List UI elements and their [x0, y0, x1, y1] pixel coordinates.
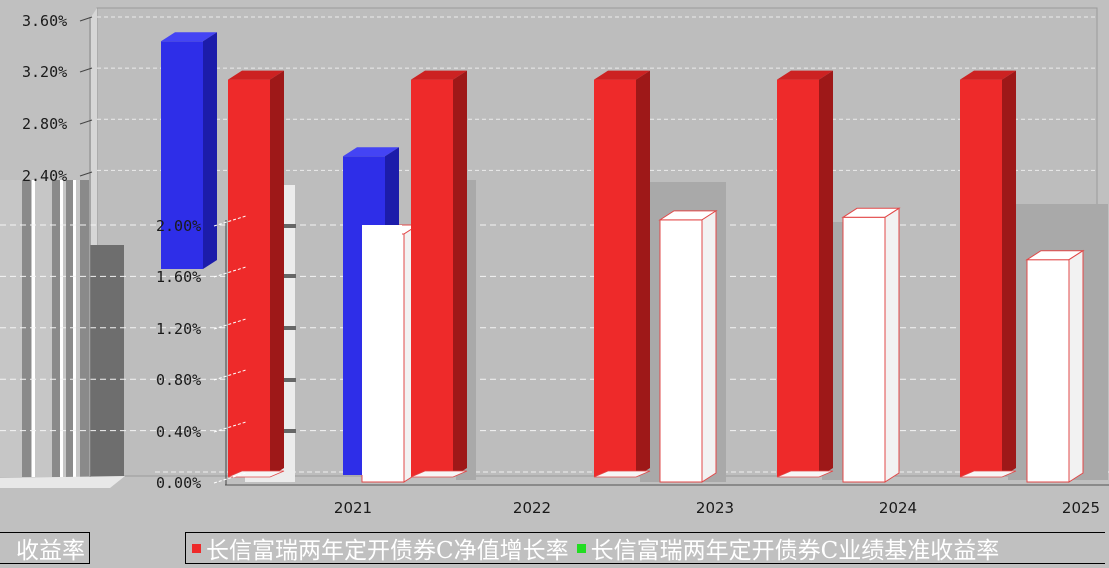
left-dark-panel: [90, 245, 124, 477]
x-tick-label-2021: 2021: [334, 499, 372, 517]
white-bar-2021: [362, 225, 402, 475]
bar-base-2023: [593, 470, 651, 478]
left-strip-1: [32, 180, 35, 477]
bar-side-2025: [1002, 70, 1016, 477]
bar-base-2022: [410, 470, 468, 478]
bar-top-2022: [411, 70, 467, 80]
y-tick-mark-inner-0: [213, 215, 247, 227]
left-strip-3: [60, 180, 63, 477]
bar-base-2025: [959, 470, 1017, 478]
legend-fragment-label: 收益率: [16, 538, 85, 564]
bar-base-2021: [227, 470, 285, 478]
ghost-bar-side-2: [884, 207, 900, 483]
bar-2023: [594, 79, 636, 477]
bar-2024: [777, 79, 819, 477]
bar-side-2023: [636, 70, 650, 477]
y-tick-mark-top-2: [79, 119, 93, 125]
legend-swatch-green: [576, 543, 586, 553]
y-tick-mark-inner-3: [213, 369, 247, 381]
left-strip-4: [66, 180, 75, 477]
blue-bar-top-1: [343, 147, 399, 157]
legend-label-net-growth: 长信富瑞两年定开债券C净值增长率: [206, 538, 569, 564]
bar-top-2024: [777, 70, 833, 80]
bar-2025: [960, 79, 1002, 477]
ghost-bar-front-3: [1026, 259, 1070, 483]
left-strip-2: [52, 180, 61, 477]
legend-swatch-red: [192, 543, 201, 553]
y-tick-label-inner-2: 1.20%: [156, 320, 201, 338]
y-tick-label-inner-5: 0.00%: [156, 474, 201, 492]
blue-bar-top-0: [161, 32, 217, 42]
legend-item-benchmark: 长信富瑞两年定开债券C业绩基准收益率: [576, 533, 1000, 564]
x-tick-label-2023: 2023: [696, 499, 734, 517]
bar-top-2021: [228, 70, 284, 80]
y-tick-mark-top-0: [79, 16, 93, 22]
left-strip-6: [80, 180, 89, 477]
y-tick-label-top-0: 3.60%: [22, 12, 67, 30]
bar-2022: [411, 79, 453, 477]
y-tick-label-inner-0: 2.00%: [156, 217, 201, 235]
y-tick-mark-top-1: [79, 67, 93, 73]
bar-side-2024: [819, 70, 833, 477]
floor-left: [0, 476, 125, 488]
y-tick-label-top-3: 2.40%: [22, 167, 67, 185]
left-strip-5: [73, 180, 76, 477]
x-tick-label-2025: 2025: [1062, 499, 1100, 517]
y-tick-mark-top-3: [79, 171, 93, 177]
x-tick-label-2022: 2022: [513, 499, 551, 517]
bar-side-2022: [453, 70, 467, 477]
ghost-bar-front-1: [659, 219, 703, 483]
y-tick-label-inner-4: 0.40%: [156, 423, 201, 441]
ghost-bar-front-2: [842, 216, 886, 483]
bar-top-2023: [594, 70, 650, 80]
ghost-bar-side-1: [701, 209, 717, 483]
blue-bar-side-0: [203, 32, 217, 270]
y-tick-mark-inner-4: [213, 421, 247, 433]
y-tick-mark-inner-2: [213, 318, 247, 330]
bar-2021: [228, 79, 270, 477]
legend: 长信富瑞两年定开债券C净值增长率 长信富瑞两年定开债券C业绩基准收益率: [185, 532, 1105, 564]
y-tick-mark-inner-5: [213, 472, 247, 484]
y-tick-label-inner-1: 1.60%: [156, 268, 201, 286]
left-strip-0: [22, 180, 31, 477]
y-tick-label-top-1: 3.20%: [22, 63, 67, 81]
bar-top-2025: [960, 70, 1016, 80]
ghost-bar-side-3: [1068, 249, 1084, 483]
y-tick-mark-inner-1: [213, 266, 247, 278]
legend-item-net-growth: 长信富瑞两年定开债券C净值增长率: [192, 533, 569, 564]
bar-side-2021: [270, 70, 284, 477]
bar-base-2024: [776, 470, 834, 478]
y-tick-label-inner-3: 0.80%: [156, 371, 201, 389]
legend-fragment: 收益率: [0, 532, 90, 564]
x-tick-label-2024: 2024: [879, 499, 917, 517]
legend-label-benchmark: 长信富瑞两年定开债券C业绩基准收益率: [590, 538, 1000, 564]
y-tick-label-top-2: 2.80%: [22, 115, 67, 133]
blue-bar-front-0: [161, 41, 203, 270]
